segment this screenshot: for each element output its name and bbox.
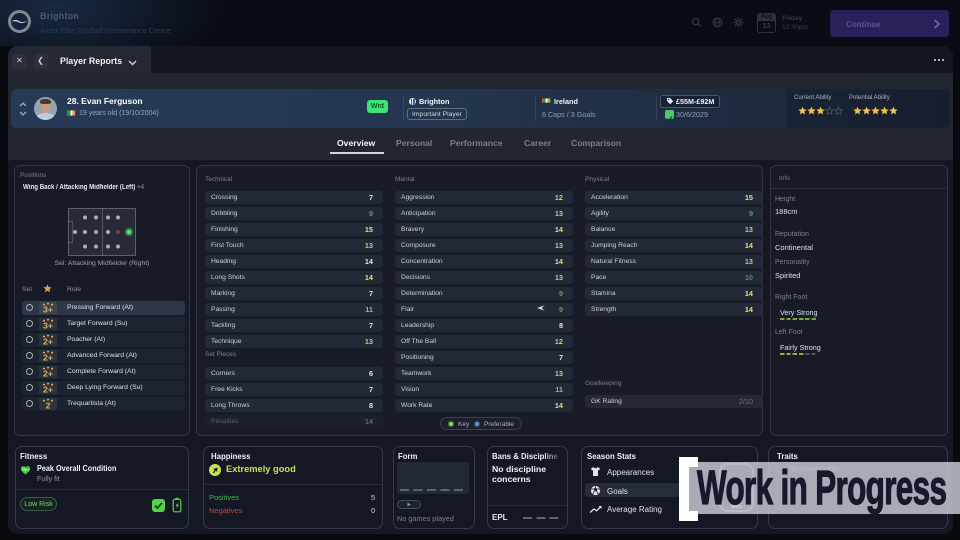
svg-text:2+: 2+ bbox=[43, 336, 53, 346]
svg-text:2+: 2+ bbox=[43, 384, 53, 394]
svg-text:2+: 2+ bbox=[43, 368, 53, 378]
svg-text:3+: 3+ bbox=[43, 320, 53, 330]
svg-text:2+: 2+ bbox=[43, 352, 53, 362]
svg-text:2: 2 bbox=[46, 400, 51, 410]
svg-text:3+: 3+ bbox=[43, 304, 53, 314]
